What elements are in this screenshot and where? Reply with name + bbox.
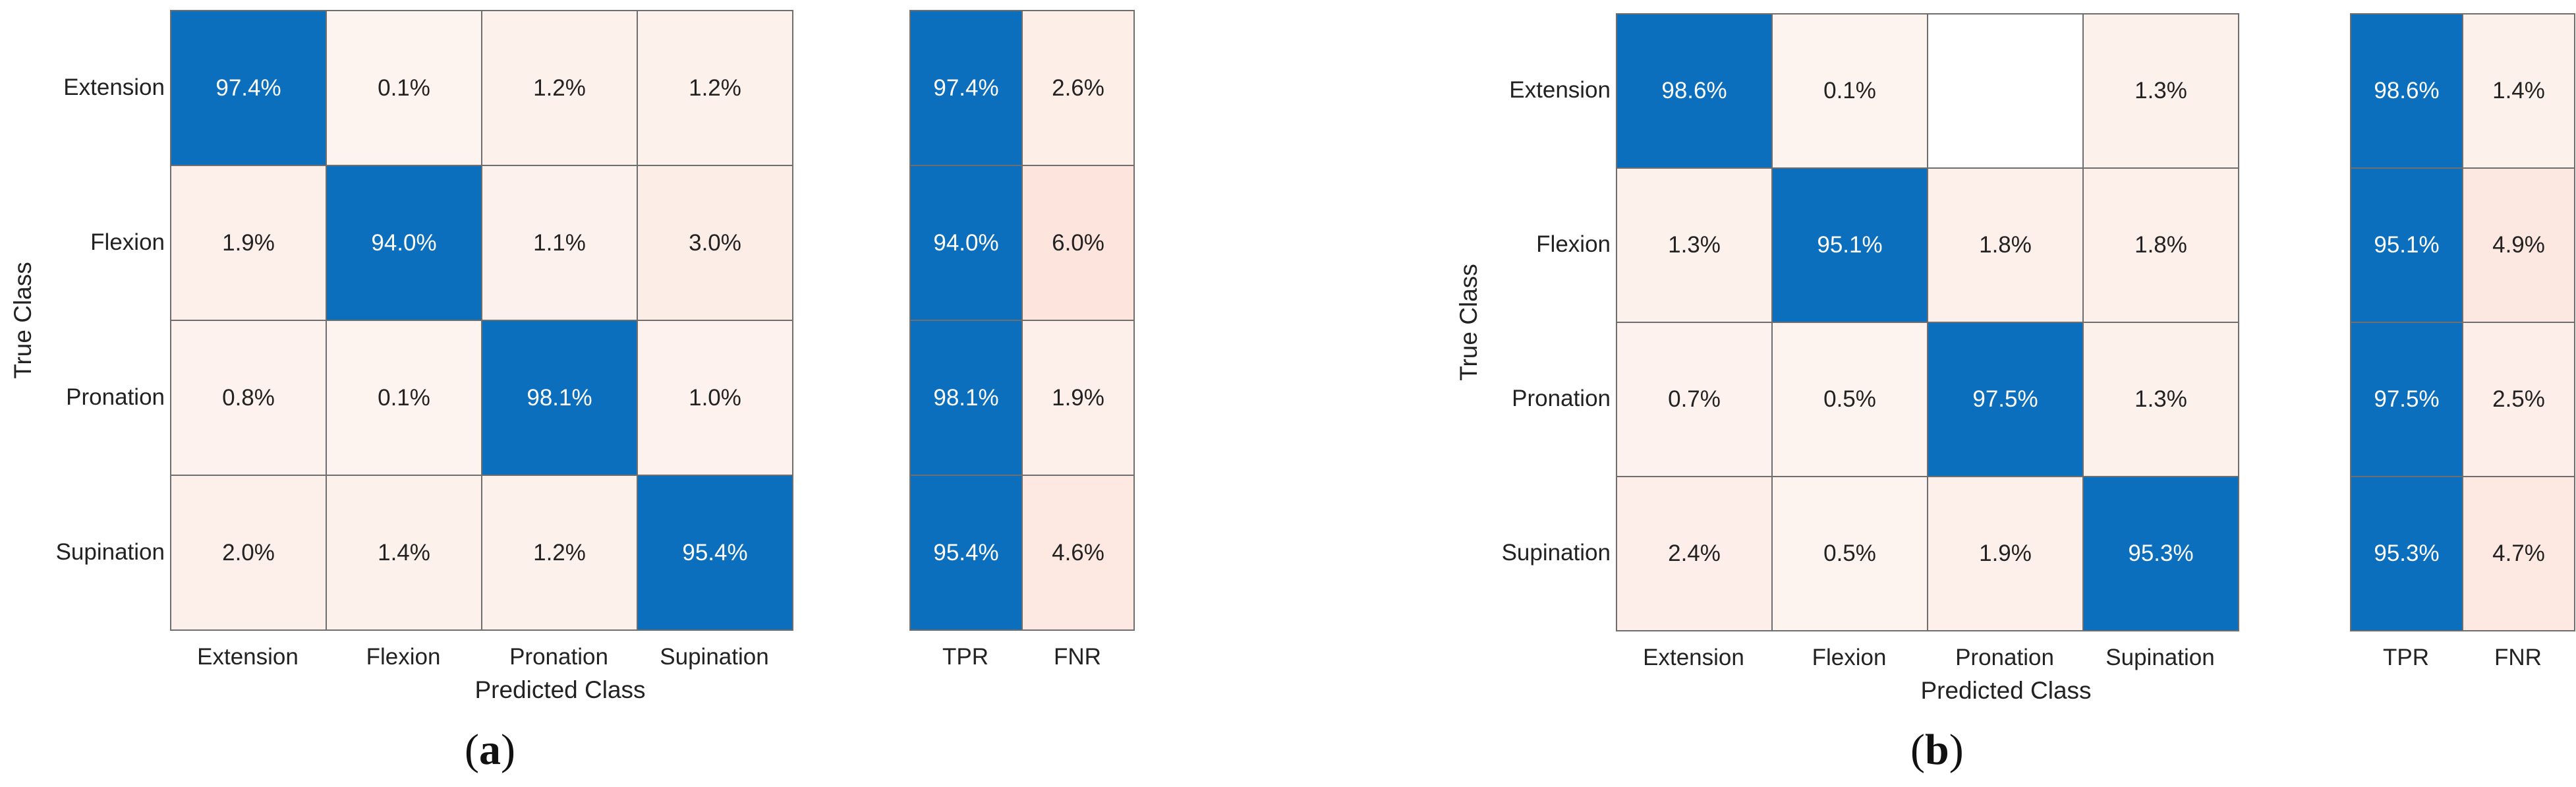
- matrix-cell: 0.1%: [326, 10, 482, 166]
- tpr-cell: 97.5%: [2350, 322, 2463, 477]
- matrix-cell: 0.5%: [1771, 322, 1928, 477]
- summary-column-label: FNR: [2494, 645, 2542, 670]
- tpr-cell: 95.4%: [909, 475, 1023, 631]
- fnr-cell: 4.6%: [1021, 475, 1135, 631]
- matrix-cell: [1927, 13, 2084, 169]
- tpr-cell: 95.1%: [2350, 167, 2463, 323]
- matrix-cell: 0.1%: [1771, 13, 1928, 169]
- column-label: Pronation: [1955, 645, 2054, 670]
- matrix-cell: 1.4%: [326, 475, 482, 631]
- y-axis-title: True Class: [1455, 264, 1482, 381]
- x-axis-title: Predicted Class: [474, 676, 646, 703]
- matrix-cell: 1.2%: [481, 10, 638, 166]
- tpr-cell: 94.0%: [909, 165, 1023, 321]
- matrix-cell: 1.0%: [637, 320, 793, 476]
- matrix-cell: 97.4%: [170, 10, 327, 166]
- tpr-cell: 98.1%: [909, 320, 1023, 476]
- column-label: Supination: [660, 644, 769, 670]
- matrix-cell: 1.2%: [637, 10, 793, 166]
- panel-label: (b): [1910, 726, 1964, 774]
- row-label: Extension: [63, 74, 165, 100]
- fnr-cell: 4.9%: [2462, 167, 2575, 323]
- summary-column-label: TPR: [2383, 645, 2429, 670]
- matrix-cell: 2.4%: [1616, 476, 1773, 631]
- column-label: Flexion: [366, 644, 441, 670]
- row-label: Extension: [1509, 77, 1611, 103]
- matrix-cell: 0.5%: [1771, 476, 1928, 631]
- matrix-cell: 1.2%: [481, 475, 638, 631]
- matrix-cell: 1.9%: [170, 165, 327, 321]
- column-label: Flexion: [1812, 645, 1887, 670]
- column-label: Extension: [197, 644, 299, 670]
- matrix-cell: 1.3%: [1616, 167, 1773, 323]
- fnr-cell: 4.7%: [2462, 476, 2575, 631]
- column-label: Pronation: [509, 644, 608, 670]
- matrix-cell: 0.1%: [326, 320, 482, 476]
- matrix-cell: 94.0%: [326, 165, 482, 321]
- tpr-cell: 98.6%: [2350, 13, 2463, 169]
- row-label: Supination: [55, 539, 165, 565]
- fnr-cell: 6.0%: [1021, 165, 1135, 321]
- matrix-cell: 1.9%: [1927, 476, 2084, 631]
- panel-letter: b: [1924, 726, 1949, 774]
- fnr-cell: 1.4%: [2462, 13, 2575, 169]
- matrix-cell: 3.0%: [637, 165, 793, 321]
- row-label: Flexion: [1536, 231, 1611, 257]
- matrix-cell: 95.3%: [2082, 476, 2239, 631]
- matrix-cell: 98.1%: [481, 320, 638, 476]
- matrix-cell: 1.1%: [481, 165, 638, 321]
- matrix-cell: 0.8%: [170, 320, 327, 476]
- y-axis-title: True Class: [9, 262, 36, 379]
- fnr-cell: 2.6%: [1021, 10, 1135, 166]
- row-label: Flexion: [90, 229, 165, 255]
- matrix-cell: 95.1%: [1771, 167, 1928, 323]
- tpr-cell: 97.4%: [909, 10, 1023, 166]
- fnr-cell: 2.5%: [2462, 322, 2575, 477]
- matrix-cell: 1.3%: [2082, 13, 2239, 169]
- matrix-cell: 1.8%: [1927, 167, 2084, 323]
- matrix-cell: 97.5%: [1927, 322, 2084, 477]
- panel-label: (a): [465, 726, 515, 774]
- confusion-matrix-panel-b: 98.6% 0.1% 1.3% 1.3% 95.1% 1.8% 1.8% 0.7% 0.5% 97…: [1288, 0, 2575, 787]
- summary-column-label: TPR: [942, 644, 988, 670]
- summary-column-label: FNR: [1054, 644, 1101, 670]
- row-label: Pronation: [66, 384, 165, 410]
- fnr-cell: 1.9%: [1021, 320, 1135, 476]
- matrix-cell: 95.4%: [637, 475, 793, 631]
- matrix-cell: 1.8%: [2082, 167, 2239, 323]
- tpr-cell: 95.3%: [2350, 476, 2463, 631]
- confusion-matrix-panel-a: 97.4% 0.1% 1.2% 1.2% 1.9% 94.0% 1.1% 3.0% 0.8% 0.…: [9, 10, 1135, 774]
- x-axis-title: Predicted Class: [1920, 677, 2092, 704]
- panel-letter: a: [478, 726, 501, 774]
- matrix-cell: 2.0%: [170, 475, 327, 631]
- column-label: Extension: [1643, 645, 1744, 670]
- row-label: Pronation: [1512, 386, 1611, 411]
- matrix-cell: 1.3%: [2082, 322, 2239, 477]
- row-label: Supination: [1501, 540, 1611, 566]
- column-label: Supination: [2105, 645, 2215, 670]
- matrix-cell: 98.6%: [1616, 13, 1773, 169]
- matrix-cell: 0.7%: [1616, 322, 1773, 477]
